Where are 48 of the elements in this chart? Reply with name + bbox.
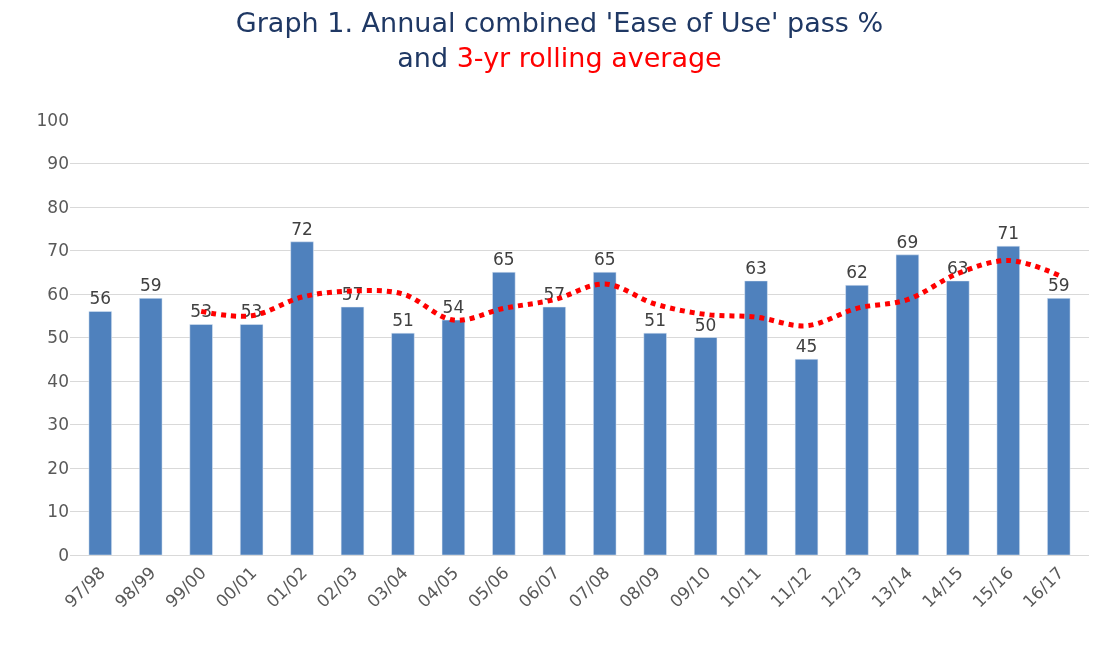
y-tick-label: 50	[47, 327, 69, 348]
bar	[744, 280, 768, 555]
data-label: 72	[291, 218, 313, 239]
bar	[290, 241, 314, 555]
bar	[694, 337, 718, 555]
data-label: 54	[442, 297, 465, 318]
data-label: 56	[89, 288, 112, 309]
data-label: 65	[593, 249, 616, 270]
bar	[139, 298, 163, 555]
data-label: 59	[139, 275, 162, 296]
bar	[441, 319, 465, 555]
y-tick-label: 100	[36, 109, 69, 130]
y-tick-label: 30	[47, 414, 69, 435]
data-label: 51	[644, 310, 666, 331]
data-label: 59	[1047, 275, 1070, 296]
bar	[895, 254, 919, 555]
data-label: 45	[795, 336, 818, 357]
data-label: 50	[694, 314, 717, 335]
data-label: 53	[190, 301, 212, 322]
bar	[189, 324, 213, 555]
y-tick-label: 70	[47, 240, 69, 261]
bar	[1047, 298, 1071, 555]
y-tick-label: 90	[47, 153, 69, 174]
bar	[946, 280, 970, 555]
bar	[240, 324, 264, 555]
bar	[542, 306, 566, 555]
y-tick-label: 60	[47, 283, 69, 304]
y-tick-label: 10	[47, 501, 69, 522]
y-tick-label: 80	[47, 196, 69, 217]
bar	[845, 285, 869, 555]
data-label: 62	[846, 262, 868, 283]
bar	[593, 272, 617, 555]
data-label: 71	[997, 223, 1020, 244]
bar	[794, 359, 819, 555]
y-tick-label: 20	[47, 457, 69, 478]
data-label: 63	[745, 257, 767, 278]
bar	[391, 332, 415, 555]
bar	[643, 332, 667, 555]
bar	[88, 311, 112, 555]
bar	[492, 272, 516, 555]
bar	[340, 306, 365, 555]
data-label: 69	[896, 231, 919, 252]
chart-title: Graph 1. Annual combined 'Ease of Use' pass % and 3-yr rolling average	[235, 7, 884, 74]
y-tick-label: 0	[58, 544, 69, 565]
data-label: 65	[493, 249, 515, 270]
bar	[996, 245, 1020, 555]
y-tick-label: 40	[47, 370, 69, 391]
data-label: 51	[392, 310, 414, 331]
